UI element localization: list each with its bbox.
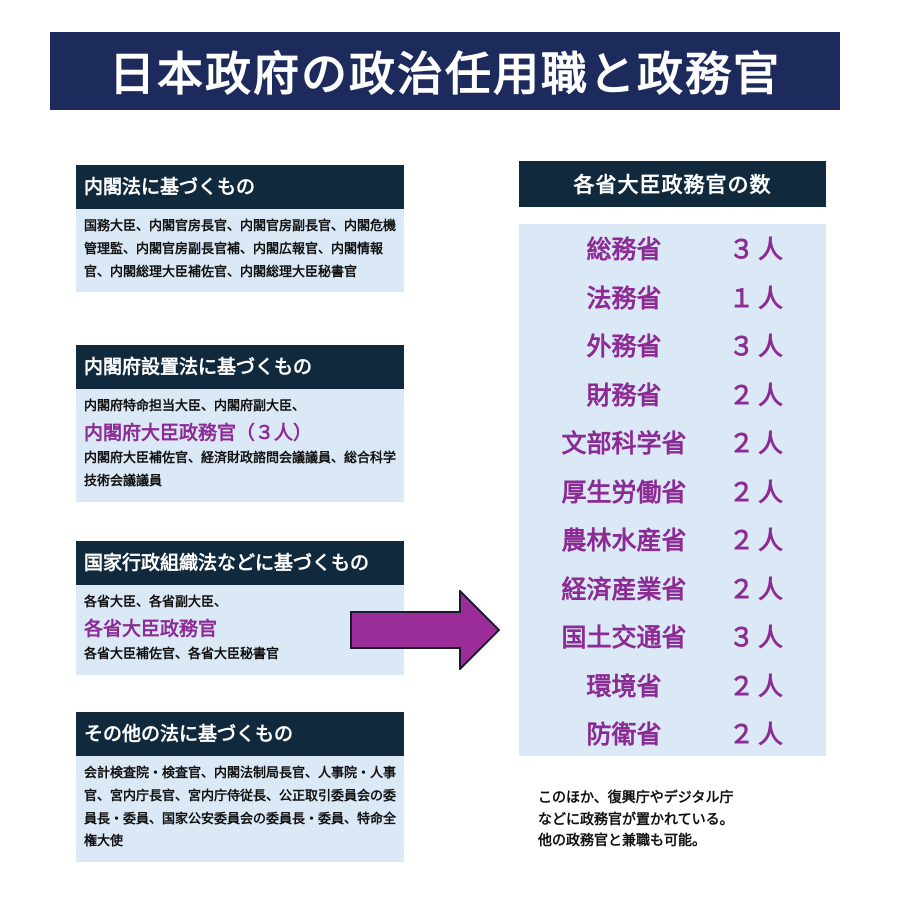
group-cabinet-act: 内閣法に基づくもの 国務大臣、内閣官房長官、内閣官房副長官、内閣危機管理監、内閣… bbox=[76, 165, 404, 293]
group-text-after: 各省大臣補佐官、各省大臣秘書官 bbox=[84, 647, 280, 663]
ministry-count: ２人 bbox=[729, 720, 788, 750]
arrow-shape bbox=[350, 590, 500, 670]
group-text: 会計検査院・検査官、内閣法制局長官、人事院・人事官、宮内庁長官、宮内庁侍従長、公… bbox=[84, 766, 397, 850]
group-national-admin-org-act: 国家行政組織法などに基づくもの 各省大臣、各省副大臣、 各省大臣政務官 各省大臣… bbox=[76, 541, 404, 675]
ministry-name: 総務省 bbox=[586, 235, 662, 265]
ministry-name: 経済産業省 bbox=[561, 574, 687, 604]
ministry-name: 環境省 bbox=[586, 671, 662, 701]
page-title: 日本政府の政治任用職と政務官 bbox=[50, 32, 840, 110]
ministry-count: １人 bbox=[729, 283, 788, 313]
list-item: 農林水産省 ２人 bbox=[519, 515, 826, 564]
group-body: 各省大臣、各省副大臣、 各省大臣政務官 各省大臣補佐官、各省大臣秘書官 bbox=[76, 585, 404, 675]
ministry-name: 法務省 bbox=[586, 283, 662, 313]
group-header: 国家行政組織法などに基づくもの bbox=[76, 541, 404, 585]
group-cabinet-office-act: 内閣府設置法に基づくもの 内閣府特命担当大臣、内閣府副大臣、 内閣府大臣政務官（… bbox=[76, 345, 404, 502]
group-text-before: 内閣府特命担当大臣、内閣府副大臣、 bbox=[84, 399, 306, 414]
list-item: 防衛省 ２人 bbox=[519, 709, 826, 758]
ministry-count-list: 総務省 ３人 法務省 １人 外務省 ３人 財務省 ２人 文部科学省 ２人 厚生労働省 ２人 … bbox=[519, 224, 826, 756]
group-text-after: 内閣府大臣補佐官、経済財政諮問会議議員、総合科学技術会議議員 bbox=[84, 451, 397, 489]
group-text: 国務大臣、内閣官房長官、内閣官房副長官、内閣危機管理監、内閣官房副長官補、内閣広… bbox=[84, 219, 397, 280]
group-header: その他の法に基づくもの bbox=[76, 712, 404, 756]
list-item: 総務省 ３人 bbox=[519, 224, 826, 273]
ministry-count: ２人 bbox=[729, 671, 788, 701]
ministry-count: ３人 bbox=[729, 332, 788, 362]
group-highlight: 各省大臣政務官 bbox=[84, 617, 218, 640]
ministry-count: ２人 bbox=[729, 429, 788, 459]
group-header: 内閣府設置法に基づくもの bbox=[76, 345, 404, 389]
list-item: 法務省 １人 bbox=[519, 273, 826, 322]
footnote-line: 他の政務官と兼職も可能。 bbox=[538, 833, 706, 850]
list-item: 財務省 ２人 bbox=[519, 370, 826, 419]
footnote-line: このほか、復興庁やデジタル庁 bbox=[538, 790, 734, 806]
group-body: 国務大臣、内閣官房長官、内閣官房副長官、内閣危機管理監、内閣官房副長官補、内閣広… bbox=[76, 209, 404, 293]
arrow-right-icon bbox=[350, 590, 500, 670]
group-body: 内閣府特命担当大臣、内閣府副大臣、 内閣府大臣政務官（３人） 内閣府大臣補佐官、… bbox=[76, 389, 404, 502]
list-item: 経済産業省 ２人 bbox=[519, 564, 826, 613]
ministry-count: ３人 bbox=[729, 623, 788, 653]
ministry-count: ２人 bbox=[729, 574, 788, 604]
list-item: 国土交通省 ３人 bbox=[519, 612, 826, 661]
list-item: 外務省 ３人 bbox=[519, 321, 826, 370]
ministry-name: 防衛省 bbox=[586, 720, 662, 750]
list-item: 文部科学省 ２人 bbox=[519, 418, 826, 467]
list-item: 環境省 ２人 bbox=[519, 661, 826, 710]
group-header: 内閣法に基づくもの bbox=[76, 165, 404, 209]
group-other-laws: その他の法に基づくもの 会計検査院・検査官、内閣法制局長官、人事院・人事官、宮内… bbox=[76, 712, 404, 862]
group-highlight: 内閣府大臣政務官（３人） bbox=[84, 421, 313, 444]
ministry-count: ３人 bbox=[729, 235, 788, 265]
ministry-count: ２人 bbox=[729, 477, 788, 507]
ministry-name: 文部科学省 bbox=[561, 429, 687, 459]
ministry-count: ２人 bbox=[729, 380, 788, 410]
ministry-name: 厚生労働省 bbox=[561, 477, 687, 507]
ministry-name: 農林水産省 bbox=[561, 526, 687, 556]
footnote-line: などに政務官が置かれている。 bbox=[538, 811, 734, 828]
group-text-before: 各省大臣、各省副大臣、 bbox=[84, 595, 228, 610]
ministry-name: 財務省 bbox=[586, 380, 662, 410]
list-item: 厚生労働省 ２人 bbox=[519, 467, 826, 516]
ministry-count-header: 各省大臣政務官の数 bbox=[519, 161, 826, 207]
footnote: このほか、復興庁やデジタル庁 などに政務官が置かれている。 他の政務官と兼職も可… bbox=[538, 788, 838, 853]
ministry-name: 外務省 bbox=[586, 332, 662, 362]
group-body: 会計検査院・検査官、内閣法制局長官、人事院・人事官、宮内庁長官、宮内庁侍従長、公… bbox=[76, 756, 404, 862]
ministry-count: ２人 bbox=[729, 526, 788, 556]
ministry-name: 国土交通省 bbox=[561, 623, 687, 653]
